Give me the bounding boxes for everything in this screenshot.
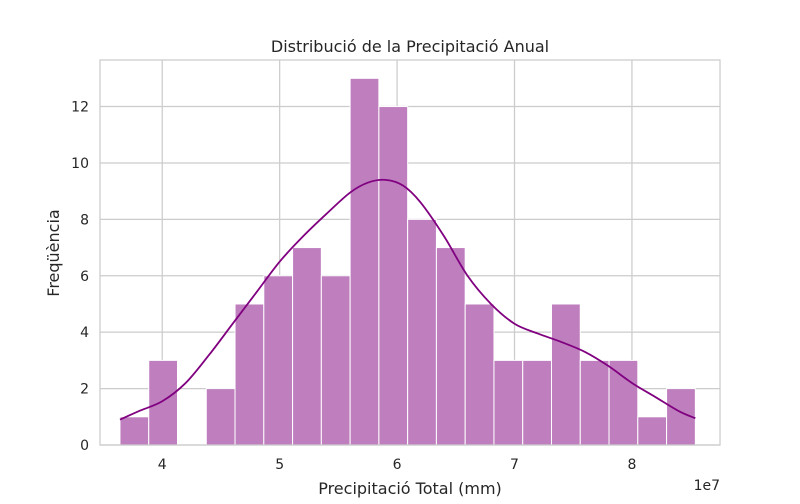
y-tick-label: 6 (80, 269, 89, 285)
histogram-bar (205, 388, 236, 446)
x-tick-label: 7 (510, 457, 519, 473)
histogram-bar (464, 303, 495, 446)
x-axis-label: Precipitació Total (mm) (318, 479, 502, 498)
histogram-bar (637, 416, 668, 446)
y-tick-label: 4 (80, 325, 89, 341)
histogram-bar (378, 106, 409, 446)
histogram-bar (435, 247, 466, 446)
y-tick-label: 8 (80, 212, 89, 228)
histogram-bar (349, 77, 380, 446)
histogram-bar (148, 359, 179, 446)
plot-frame (99, 59, 721, 446)
tick-labels: 4 5 6 7 8 0 2 4 6 8 10 12 (71, 100, 636, 473)
histogram-bars (119, 77, 696, 446)
x-tick-label: 4 (158, 457, 167, 473)
histogram-bar (579, 359, 610, 446)
y-tick-label: 0 (80, 438, 89, 454)
y-tick-label: 10 (71, 156, 89, 172)
histogram-bar (263, 275, 294, 446)
histogram-bar (119, 416, 150, 446)
x-tick-label: 6 (393, 457, 402, 473)
histogram-bar (292, 247, 322, 446)
kde-curve-layer (119, 178, 696, 421)
x-axis-offset-label: 1e7 (694, 478, 720, 494)
y-tick-label: 12 (71, 100, 89, 116)
y-axis-label: Freqüència (44, 209, 63, 296)
histogram-bar (407, 218, 437, 446)
histogram-bar (550, 303, 581, 446)
histogram-bar (320, 275, 351, 446)
chart-title: Distribució de la Precipitació Anual (271, 37, 549, 56)
y-tick-label: 2 (80, 382, 89, 398)
histogram-bar (608, 359, 639, 446)
x-tick-label: 5 (275, 457, 284, 473)
x-tick-label: 8 (627, 457, 636, 473)
histogram-bar (234, 303, 265, 446)
histogram-bar (493, 359, 524, 446)
kde-curve (119, 178, 696, 421)
histogram-bar (522, 359, 552, 446)
